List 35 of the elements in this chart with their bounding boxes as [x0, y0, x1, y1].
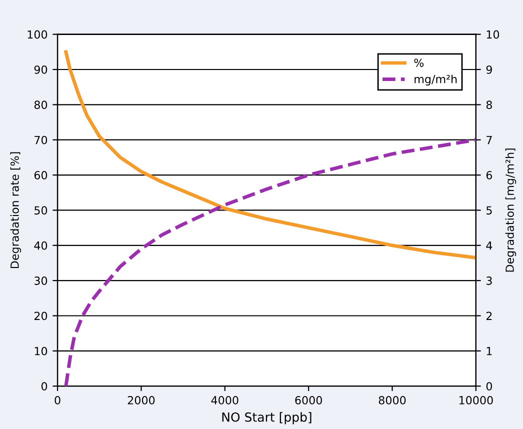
y-tick-label: 50	[34, 206, 48, 215]
y-tick-label: 80	[34, 100, 48, 110]
y-tick-label: 30	[34, 276, 48, 285]
x-tick-label: 6000	[295, 396, 322, 404]
y2-tick-label: 2	[486, 312, 492, 320]
y2-tick-label: 8	[486, 100, 492, 110]
legend-label: mg/m²h	[414, 74, 457, 86]
x-tick-label: 8000	[378, 396, 406, 404]
y2-tick-label: 3	[486, 276, 492, 285]
y-tick-label: 100	[28, 30, 48, 39]
y2-tick-label: 9	[486, 65, 492, 74]
y-axis-title: Degradation rate [%]	[10, 152, 22, 268]
y-tick-label: 70	[34, 136, 48, 144]
y2-tick-label: 6	[486, 171, 492, 180]
y-tick-label: 20	[34, 312, 48, 320]
y-tick-label: 40	[34, 241, 48, 250]
line-series	[64, 50, 476, 260]
y-tick-label: 10	[34, 346, 48, 356]
y2-tick-label: 5	[486, 206, 492, 215]
y2-axis-title: Degradation [mg/m²h]	[505, 148, 516, 272]
y2-tick-label: 4	[486, 242, 492, 250]
y-tick-label: 90	[34, 65, 48, 74]
x-tick-label: 0	[54, 396, 60, 404]
x-tick-label: 10000	[459, 396, 493, 404]
y2-tick-label: 1	[486, 347, 492, 356]
line-series	[64, 138, 476, 386]
x-axis-title: NO Start [ppb]	[222, 412, 312, 424]
x-tick-label: 2000	[128, 396, 155, 404]
y-tick-label: 60	[34, 171, 48, 180]
y2-tick-label: 0	[486, 382, 492, 390]
x-tick-label: 4000	[211, 396, 238, 404]
y-tick-label: 0	[41, 382, 48, 390]
y2-tick-label: 7	[486, 136, 492, 144]
legend-label: %	[414, 58, 424, 67]
y2-tick-label: 10	[486, 30, 500, 39]
